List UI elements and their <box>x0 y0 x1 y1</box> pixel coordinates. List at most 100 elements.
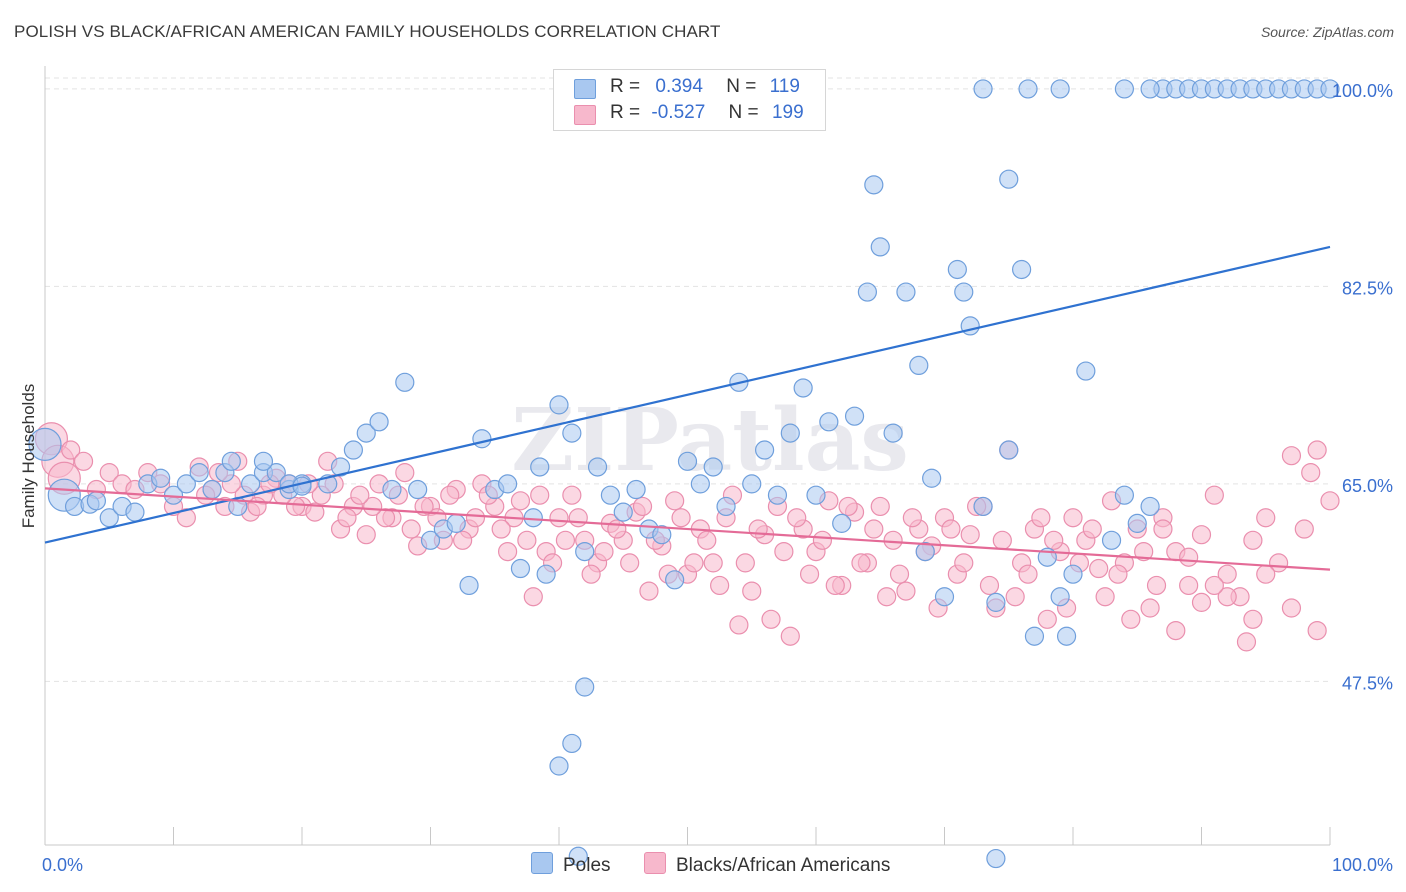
poles-point <box>587 457 608 477</box>
blacks-point <box>375 508 396 528</box>
blacks-point <box>1179 547 1199 567</box>
blacks-point <box>1243 609 1263 629</box>
poles-point <box>420 530 441 550</box>
poles-point <box>677 451 698 471</box>
poles-point <box>292 476 312 496</box>
blacks-r-value: -0.527 <box>651 102 706 123</box>
blacks-point <box>1307 440 1327 460</box>
poles-point <box>999 169 1019 189</box>
blacks-point <box>742 581 762 601</box>
blacks-point <box>337 508 357 528</box>
blacks-point <box>517 530 537 550</box>
blacks-point <box>1031 508 1051 528</box>
poles-point <box>459 575 479 596</box>
poles-point <box>780 423 800 443</box>
blacks-point <box>1108 564 1128 584</box>
poles-n-value: 119 <box>769 76 800 97</box>
poles-point <box>523 508 543 528</box>
poles-trend-line <box>44 245 1331 544</box>
blacks-point <box>960 525 980 545</box>
blacks-point <box>774 541 794 562</box>
poles-point <box>408 479 428 500</box>
poles-point <box>934 587 955 607</box>
blacks-point <box>594 541 614 562</box>
poles-point <box>870 237 890 257</box>
blacks-n-label: N = <box>728 102 759 123</box>
chart-title: POLISH VS BLACK/AFRICAN AMERICAN FAMILY … <box>14 22 721 41</box>
poles-point <box>1076 361 1096 381</box>
poles-point <box>562 423 582 443</box>
blacks-point <box>1191 525 1212 545</box>
blacks-point <box>1217 587 1237 607</box>
blacks-point <box>697 530 717 550</box>
blacks-point <box>1256 508 1276 528</box>
poles-point <box>896 282 916 302</box>
blacks-point <box>864 519 884 539</box>
blacks-point <box>363 496 383 517</box>
poles-n-label: N = <box>726 76 757 97</box>
trend-lines <box>44 245 1331 571</box>
poles-point <box>742 474 762 494</box>
blacks-point <box>61 440 81 460</box>
x-tick-label-max: 100.0% <box>1332 855 1393 875</box>
blacks-legend-swatch <box>644 852 666 874</box>
poles-point <box>1127 513 1147 533</box>
blacks-point <box>883 530 903 550</box>
poles-point <box>1050 587 1070 607</box>
blacks-point <box>1134 541 1154 562</box>
blacks-point <box>549 508 569 528</box>
blacks-point <box>838 496 858 517</box>
poles-point <box>510 558 531 579</box>
poles-point <box>189 463 209 483</box>
source-label: Source: ZipAtlas.com <box>1260 24 1394 40</box>
bottom-legend-blacks: Blacks/African Americans <box>644 852 890 877</box>
blacks-point <box>1005 587 1025 607</box>
blacks-point <box>620 553 640 573</box>
poles-point <box>690 474 710 494</box>
poles-point <box>1114 485 1135 505</box>
blacks-point <box>1281 446 1302 466</box>
blacks-point <box>665 491 685 511</box>
blacks-point <box>530 485 550 505</box>
poles-point <box>575 541 595 562</box>
blacks-point <box>851 553 871 573</box>
blacks-point <box>735 553 755 573</box>
poles-point <box>446 513 466 533</box>
blacks-point <box>1307 620 1327 641</box>
blacks-point <box>395 463 415 483</box>
poles-point <box>703 457 723 477</box>
blacks-point <box>465 508 486 528</box>
blacks-point <box>523 587 543 607</box>
blacks-point <box>877 587 897 607</box>
poles-point <box>382 479 402 500</box>
poles-legend-label: Poles <box>563 855 611 876</box>
poles-point <box>1024 626 1045 646</box>
blacks-point <box>350 485 370 505</box>
blacks-point <box>632 496 653 517</box>
blacks-point <box>555 530 576 550</box>
poles-point <box>754 440 775 460</box>
blacks-point <box>176 508 196 528</box>
blacks-point <box>305 502 325 522</box>
poles-point <box>909 355 929 376</box>
poles-point <box>1050 79 1070 99</box>
poles-point <box>986 592 1006 612</box>
blacks-point <box>902 508 922 528</box>
blacks-point <box>453 530 473 550</box>
x-tick-label-min: 0.0% <box>42 855 83 875</box>
poles-point <box>864 175 884 195</box>
blacks-point <box>1082 519 1102 539</box>
poles-point <box>922 468 942 488</box>
poles-point <box>819 412 839 432</box>
poles-point <box>1140 496 1160 517</box>
poles-point <box>973 496 993 517</box>
poles-point <box>151 468 171 488</box>
poles-point <box>793 378 813 398</box>
blacks-point <box>1153 519 1173 539</box>
blacks-point <box>498 541 518 562</box>
stats-legend: R = 0.394 N = 119 R = -0.527 N = 199 <box>553 69 826 131</box>
poles-point <box>716 496 736 517</box>
poles-point <box>253 451 274 471</box>
poles-point <box>1056 626 1077 646</box>
